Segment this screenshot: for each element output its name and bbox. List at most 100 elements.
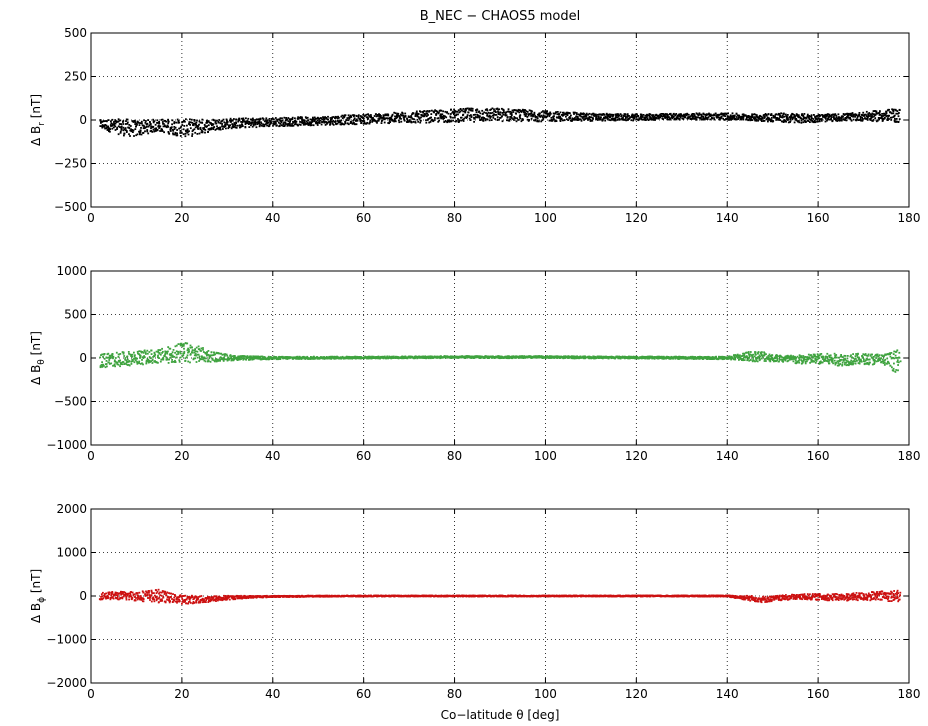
data-point <box>294 120 296 122</box>
data-point <box>224 125 227 127</box>
data-point <box>379 116 382 119</box>
data-point <box>107 127 110 130</box>
data-point <box>665 116 668 118</box>
data-point <box>186 342 189 345</box>
data-point <box>266 122 269 125</box>
data-point <box>230 359 233 362</box>
data-point <box>485 112 487 114</box>
data-point <box>807 353 810 356</box>
data-point <box>388 122 390 125</box>
data-point <box>175 356 178 359</box>
data-point <box>479 355 482 358</box>
data-point <box>320 117 323 120</box>
data-point <box>355 123 358 126</box>
data-point <box>230 127 233 130</box>
data-point <box>783 112 785 115</box>
data-point <box>787 355 790 358</box>
data-point <box>259 117 262 120</box>
data-point <box>112 355 115 358</box>
data-point <box>371 357 373 360</box>
data-point <box>510 113 513 116</box>
data-point <box>476 114 479 117</box>
data-point <box>888 114 890 117</box>
data-point <box>470 109 473 112</box>
data-point <box>304 123 307 126</box>
data-point <box>499 116 502 119</box>
data-point <box>479 115 481 118</box>
data-point <box>194 357 197 360</box>
data-point <box>838 119 841 122</box>
data-point <box>383 121 386 124</box>
data-point <box>743 352 746 355</box>
data-point <box>668 116 670 118</box>
data-point <box>852 115 854 117</box>
data-point <box>228 124 230 127</box>
data-point <box>615 116 617 119</box>
data-point <box>251 119 254 122</box>
data-point <box>445 116 448 119</box>
data-point <box>352 357 355 359</box>
data-point <box>344 120 346 123</box>
data-point <box>156 119 159 122</box>
data-point <box>259 123 261 126</box>
data-point <box>511 109 514 112</box>
data-point <box>808 115 811 118</box>
data-point <box>501 115 503 118</box>
data-point <box>723 358 726 360</box>
data-point <box>574 117 576 119</box>
data-point <box>532 355 535 358</box>
data-point <box>209 360 212 363</box>
data-point <box>649 113 652 116</box>
data-point <box>241 123 243 126</box>
data-point <box>417 120 420 123</box>
data-point <box>248 355 251 358</box>
data-point <box>183 347 185 350</box>
data-point <box>791 118 794 121</box>
data-point <box>440 117 442 120</box>
data-point <box>589 118 592 121</box>
data-point <box>275 124 278 127</box>
data-point <box>662 114 665 117</box>
data-point <box>724 115 726 117</box>
data-point <box>283 116 286 119</box>
data-point <box>279 125 281 127</box>
data-point <box>297 356 300 359</box>
data-point <box>693 113 695 115</box>
data-point <box>179 132 182 134</box>
data-point <box>577 119 580 121</box>
data-point <box>585 113 588 116</box>
data-point <box>221 125 223 127</box>
data-point <box>157 124 160 127</box>
data-point <box>397 119 400 122</box>
data-point <box>248 123 250 125</box>
data-point <box>784 359 787 362</box>
data-point <box>383 355 386 358</box>
data-point <box>468 117 471 120</box>
data-point <box>145 120 147 122</box>
data-point <box>119 131 122 134</box>
data-point <box>234 126 237 129</box>
data-point <box>348 117 351 120</box>
data-point <box>158 357 160 359</box>
data-point <box>151 362 154 364</box>
data-point <box>776 117 778 119</box>
data-point <box>890 116 893 119</box>
data-point <box>703 117 705 120</box>
data-point <box>127 351 130 353</box>
data-point <box>226 123 229 126</box>
data-point <box>119 119 122 122</box>
data-point <box>896 110 899 112</box>
data-point <box>183 352 186 355</box>
data-point <box>772 120 775 122</box>
data-point <box>674 114 677 117</box>
data-point <box>240 121 242 123</box>
data-point <box>631 356 634 359</box>
data-point <box>130 354 133 356</box>
data-point <box>209 355 212 358</box>
data-point <box>158 122 161 125</box>
data-point <box>343 116 346 119</box>
data-point <box>489 109 491 111</box>
data-point <box>560 355 562 358</box>
data-point <box>616 355 619 358</box>
data-point <box>727 112 729 115</box>
